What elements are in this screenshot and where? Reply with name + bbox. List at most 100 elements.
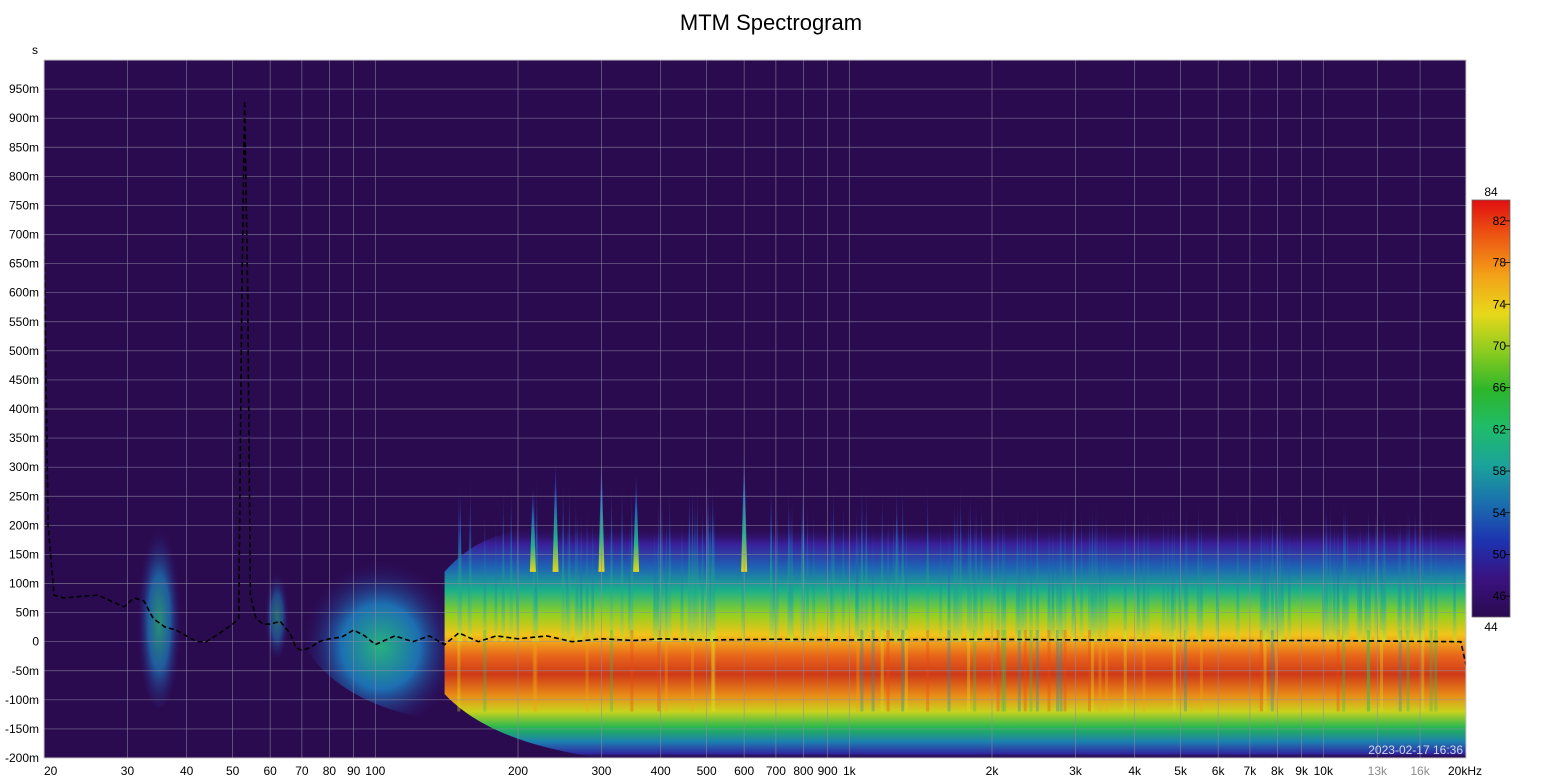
x-tick-label: 100 (365, 764, 385, 778)
y-tick-label: 300m (9, 460, 39, 474)
y-tick-label: 550m (9, 315, 39, 329)
spectral-streak (895, 501, 900, 642)
plot-frame (43, 59, 1467, 759)
spectral-streak (1100, 514, 1105, 642)
spectral-streak (886, 510, 891, 642)
x-tick-label: 400 (651, 764, 671, 778)
x-tick-label: 90 (347, 764, 361, 778)
spectral-streak (805, 505, 810, 642)
spectral-streak (1142, 513, 1147, 642)
spectral-streak (1332, 518, 1337, 642)
y-tick-label: 800m (9, 169, 39, 183)
x-tick-label: 2k (986, 764, 1000, 778)
x-tick-label: 500 (697, 764, 717, 778)
spectral-streak (629, 488, 634, 642)
y-tick-label: 850m (9, 140, 39, 154)
spectral-streak (871, 520, 876, 642)
spectral-streak (1382, 506, 1387, 642)
spectral-streak (482, 510, 487, 642)
spectral-streak (900, 482, 905, 642)
spectral-streak (1097, 522, 1102, 642)
spectral-streak (1035, 503, 1040, 642)
spectral-streak (1002, 515, 1007, 642)
spectral-streak (565, 521, 570, 642)
plot-grid (44, 60, 1466, 758)
spectral-streak (925, 485, 930, 642)
spectral-streak (1063, 502, 1068, 642)
spectral-streak (864, 486, 869, 642)
spectral-streak (493, 518, 498, 642)
colorbar-tick-label: 78 (1493, 256, 1507, 270)
spectral-streak (788, 506, 793, 642)
y-tick-label: 150m (9, 547, 39, 561)
x-tick-label: 5k (1174, 764, 1188, 778)
spectral-streak (955, 498, 960, 642)
spectral-streak (1071, 501, 1076, 642)
spectral-streak (1058, 511, 1063, 642)
color-scale-bar: 82 78 74 70 66 62 58 54 50 46 84 44 (1471, 185, 1511, 634)
x-tick-label: 4k (1128, 764, 1142, 778)
colorbar-min-label: 44 (1484, 620, 1498, 634)
spectral-streak (1328, 501, 1333, 642)
y-tick-label: 700m (9, 228, 39, 242)
x-tick-label: 900 (818, 764, 838, 778)
spectral-streak (1104, 511, 1109, 642)
x-tick-label: 80 (323, 764, 337, 778)
spectral-streak (533, 512, 538, 642)
spectral-streak (1235, 508, 1240, 642)
spectral-streak (1087, 505, 1092, 642)
x-tick-label: 700 (766, 764, 786, 778)
y-tick-label: 500m (9, 344, 39, 358)
colorbar-tick-label: 70 (1493, 339, 1507, 353)
y-tick-label: -150m (5, 722, 39, 736)
x-tick-label: 6k (1212, 764, 1226, 778)
x-tick-label: 600 (734, 764, 754, 778)
spectral-streak (1261, 521, 1266, 642)
peak-time-series (44, 100, 1466, 666)
spectral-streak (1335, 522, 1340, 642)
chart-title: MTM Spectrogram (680, 10, 862, 35)
colorbar-tick-label: 54 (1493, 506, 1507, 520)
spectral-streak (590, 515, 595, 642)
x-tick-label: 13k (1368, 764, 1388, 778)
y-tick-label: 900m (9, 111, 39, 125)
spectral-streak (1047, 519, 1052, 642)
x-tick-label: 800 (793, 764, 813, 778)
spectral-streak (1407, 502, 1412, 642)
spectral-streak (1413, 511, 1418, 642)
y-axis-ticks: 950m 900m 850m 800m 750m 700m 650m 600m 550m 500m… (5, 82, 39, 765)
spectral-streak (509, 487, 514, 642)
y-tick-label: 50m (16, 606, 39, 620)
x-tick-label: 1k (843, 764, 857, 778)
spectral-streak (515, 511, 520, 642)
y-tick-label: -50m (12, 664, 39, 678)
colorbar-max-label: 84 (1484, 185, 1498, 199)
spectral-streak (968, 491, 973, 642)
spectral-streak (578, 522, 583, 642)
spectral-streak (468, 476, 473, 642)
spectral-streak (880, 492, 885, 642)
spectral-streak (1136, 513, 1141, 642)
spectral-streak (1278, 505, 1283, 642)
x-tick-label: 70 (295, 764, 309, 778)
spectral-streak (1452, 523, 1457, 642)
spectral-streak (664, 513, 669, 642)
spectral-streak (1017, 521, 1022, 642)
peak-time-line (44, 100, 1466, 666)
spectral-streak (904, 517, 909, 642)
y-tick-label: 350m (9, 431, 39, 445)
tall-spike (552, 461, 559, 572)
colorbar-tick-label: 74 (1493, 297, 1507, 311)
spectral-streak (458, 484, 463, 642)
y-tick-label: -100m (5, 693, 39, 707)
spectral-streak (575, 509, 580, 642)
colorbar-tick-label: 46 (1493, 589, 1507, 603)
spectral-streak (667, 489, 672, 642)
spectral-streak (711, 495, 716, 642)
spectral-streak (609, 480, 614, 642)
y-tick-label: 250m (9, 489, 39, 503)
spectral-streak (501, 487, 506, 642)
spectral-streak (859, 480, 864, 642)
y-tick-label: 650m (9, 257, 39, 271)
